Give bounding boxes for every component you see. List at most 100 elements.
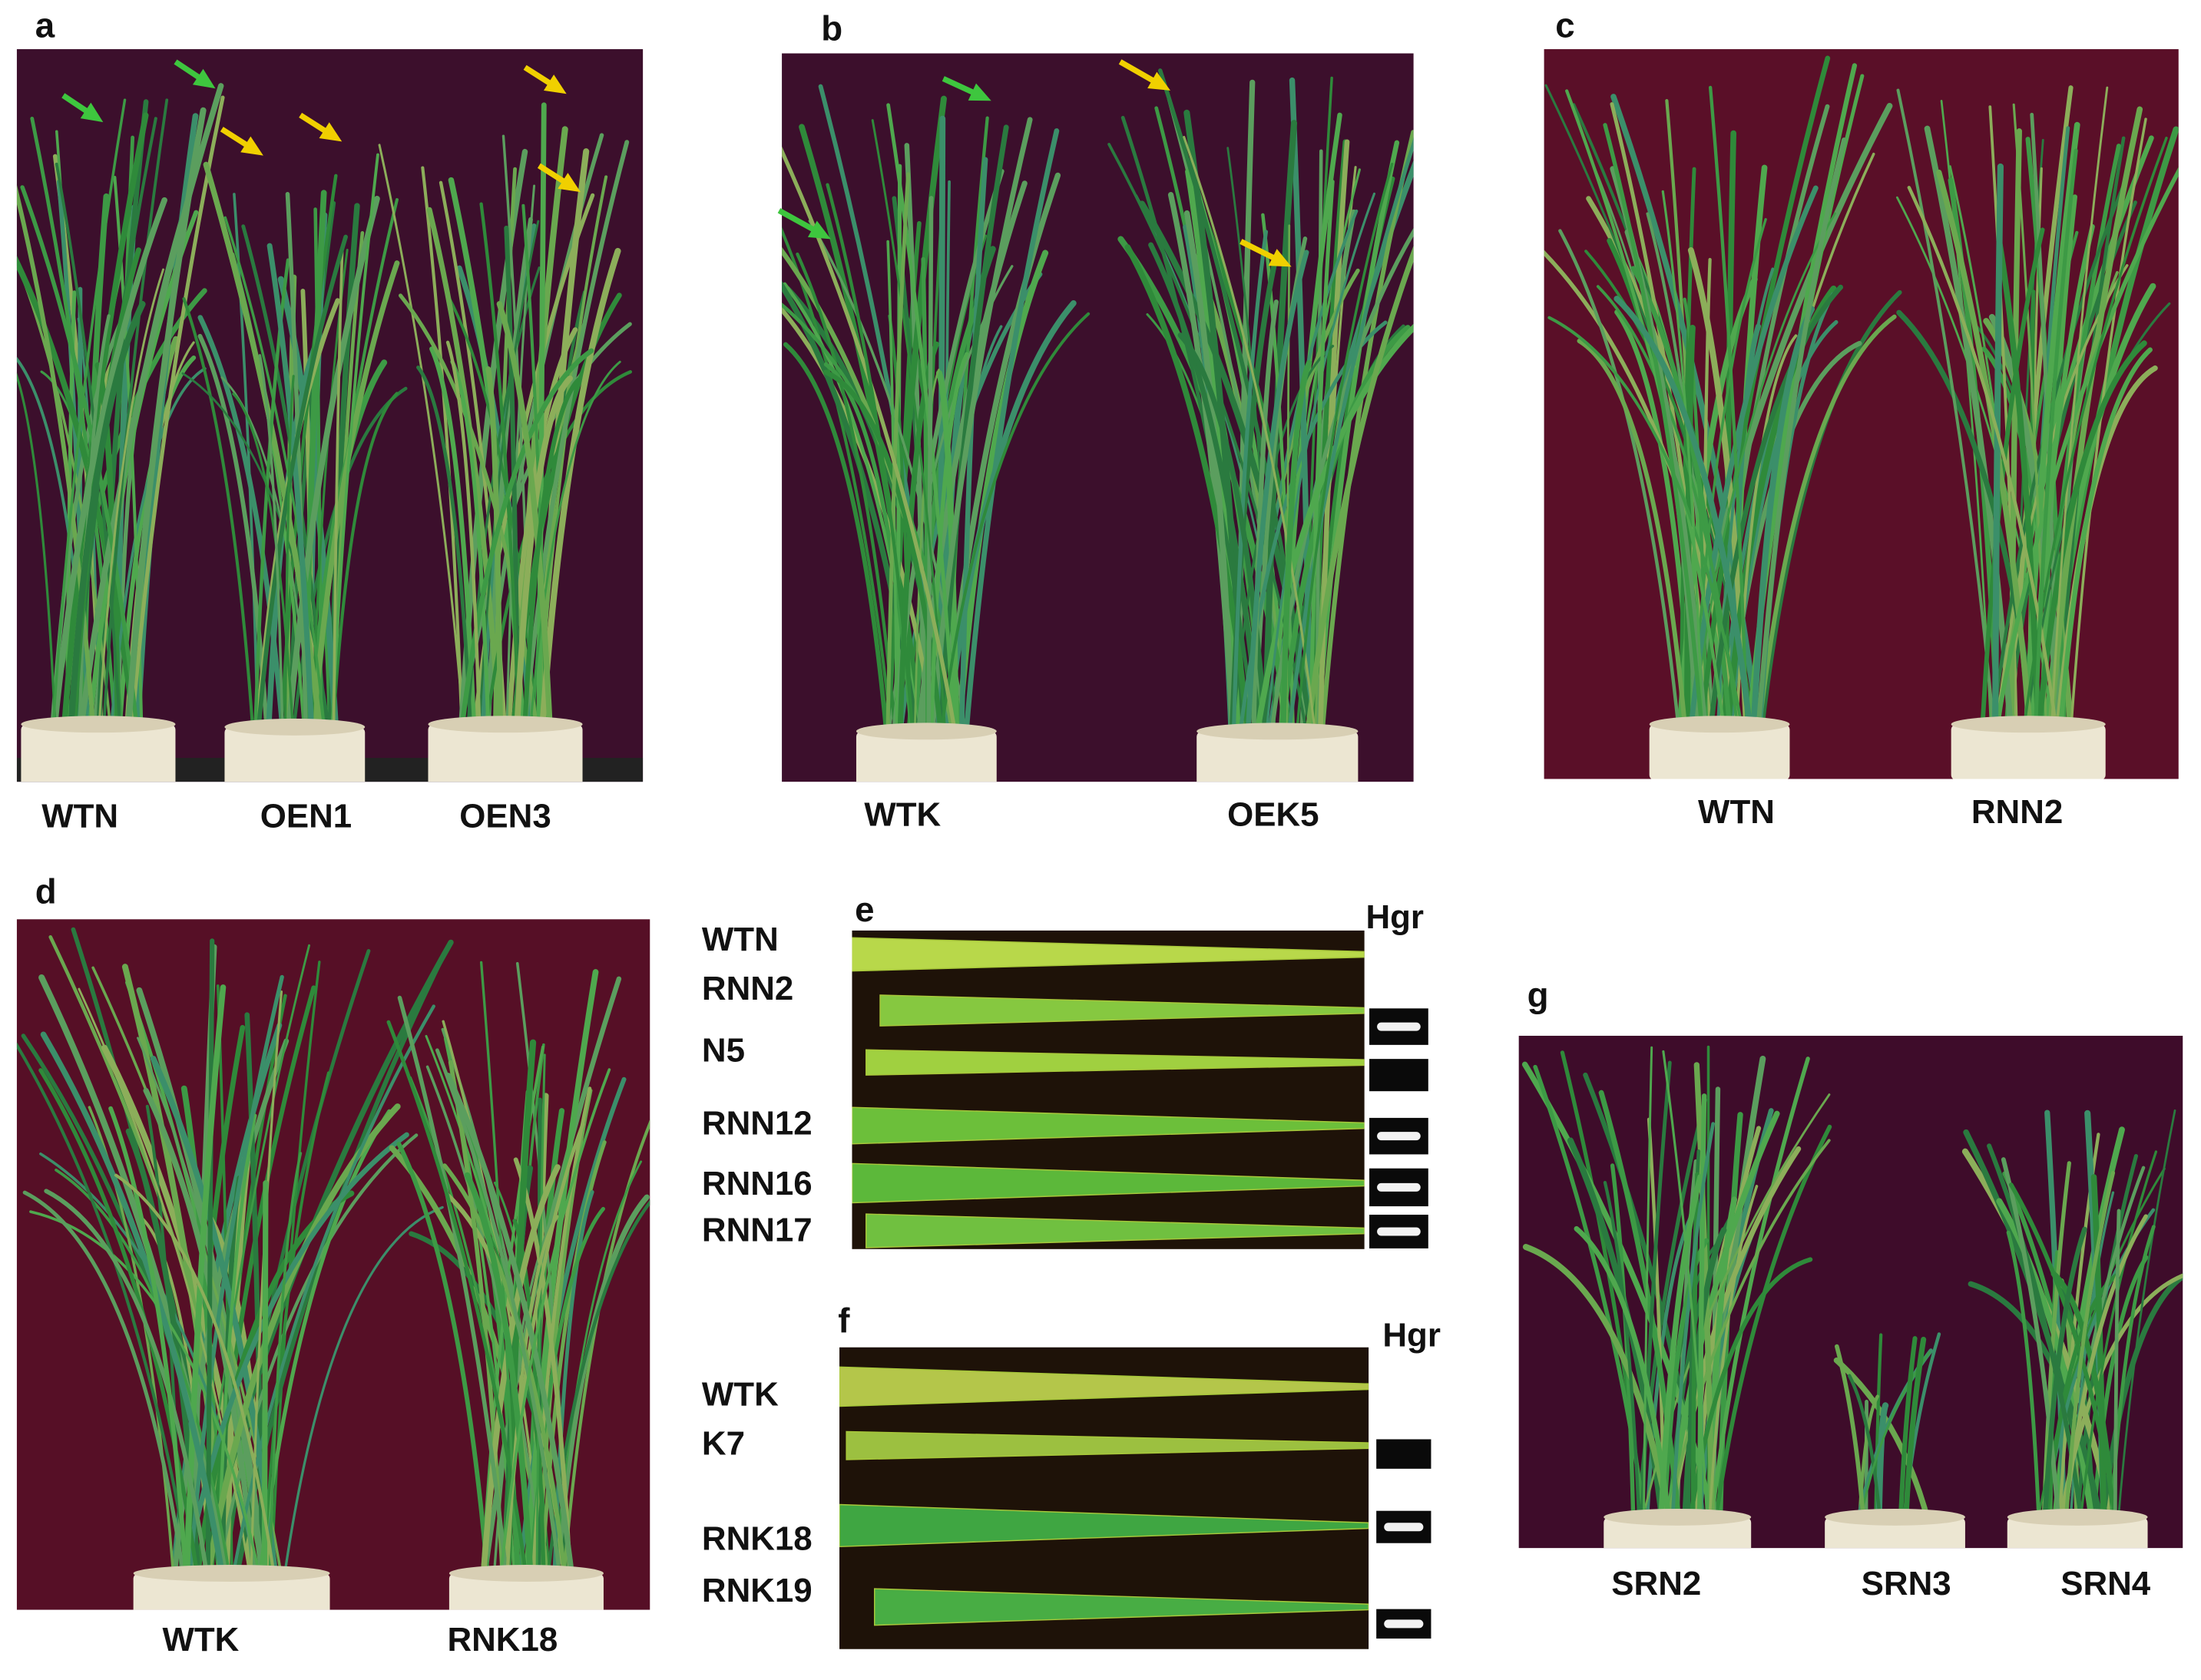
leaf-blade (2047, 106, 2143, 733)
leaf-blade (505, 184, 536, 732)
leaf-blade (1662, 1050, 1709, 1524)
leaf-blade (884, 95, 947, 740)
leaf-blade (332, 246, 344, 735)
leaf-blade (1696, 1093, 1707, 1526)
panel-label: f (838, 1301, 850, 1341)
leaf-blade (1756, 137, 1847, 733)
leaf-blade (51, 98, 127, 732)
photo-content (16, 927, 650, 1610)
leaf-blade (1708, 85, 1749, 732)
leaf-blade (1994, 167, 2179, 733)
gel-band (1377, 1227, 1421, 1236)
pot-rim (1951, 716, 2106, 733)
leaf-blade (928, 117, 1033, 740)
leaf-blade (96, 99, 149, 733)
caption: OEN3 (459, 797, 551, 835)
leaf (839, 1503, 1369, 1548)
leaf-blade (1756, 314, 1897, 733)
leaf (879, 994, 1365, 1027)
leaf-blade (1577, 339, 1688, 733)
leaf-blade (396, 1141, 491, 1582)
leaf-blade (435, 1048, 562, 1581)
leaf-blade (938, 312, 1091, 739)
pot (1649, 724, 1790, 779)
leaf-blade (130, 95, 225, 733)
leaf-blade (522, 377, 581, 733)
leaf-blade (216, 1113, 257, 1581)
pot (133, 1573, 330, 1610)
gel-band (1384, 1523, 1424, 1532)
leaf-blade (261, 1180, 269, 1582)
leaf-blade (1691, 212, 1836, 731)
arrow-head (558, 173, 581, 193)
leaf-blade (1670, 1122, 1716, 1525)
row-label: RNN12 (702, 1105, 813, 1143)
panel-label: c (1555, 6, 1574, 45)
pot-rim (1604, 1508, 1752, 1526)
leaf-blade (1698, 55, 1831, 733)
leaf-blade (1231, 230, 1269, 739)
pot-rim (1825, 1508, 1965, 1526)
arrow-head (192, 68, 216, 89)
column-header: Hgr (1365, 898, 1424, 936)
leaf-blade (445, 340, 482, 732)
photo-content (16, 83, 644, 782)
leaf-blade (101, 98, 169, 732)
gel-band (1377, 1022, 1421, 1031)
row-label: RNN17 (702, 1211, 813, 1248)
leaf-blade (1308, 180, 1335, 739)
leaf-blade (230, 1004, 435, 1581)
arrow-head (1268, 249, 1292, 267)
leaf-blade (1522, 1244, 1673, 1526)
leaf-blade (2117, 1109, 2176, 1524)
caption: WTN (1698, 793, 1775, 831)
leaf-blade (2001, 1157, 2061, 1526)
leaf (873, 1588, 1369, 1626)
caption: WTK (864, 795, 941, 833)
leaf-blade (464, 1172, 534, 1582)
leaf-blade (124, 107, 207, 733)
pot-rim (2007, 1508, 2148, 1526)
panel-label: d (35, 871, 57, 911)
photo (782, 53, 1414, 782)
leaf-blade (826, 183, 915, 739)
pot-rim (1196, 723, 1359, 740)
pot-rim (448, 1565, 604, 1582)
leaf-blade (378, 144, 465, 732)
photo (16, 919, 650, 1610)
leaf-blade (450, 359, 491, 733)
leaf-blade (223, 216, 326, 734)
leaf-blade (1264, 192, 1376, 739)
column-header: Hgr (1382, 1317, 1441, 1354)
leaf-blade (1521, 1061, 1717, 1526)
leaf-blade (926, 196, 934, 739)
leaf-blade (330, 153, 379, 735)
leaf-blade (2009, 85, 2074, 733)
caption: OEK5 (1227, 795, 1319, 833)
leaf-blade (963, 128, 1060, 740)
leaf (852, 1162, 1365, 1204)
leaf-blade (1547, 316, 1744, 732)
leaf-blade (44, 1189, 210, 1582)
leaf-blade (2041, 1161, 2071, 1525)
leaf-blade (521, 140, 630, 733)
leaf-blade (98, 268, 164, 731)
leaf-blade (421, 166, 464, 732)
row-label: WTN (702, 921, 779, 958)
row-label: K7 (702, 1424, 745, 1462)
leaf-blade (1835, 1344, 1866, 1526)
caption: RNN2 (1971, 793, 2063, 831)
arrow-head (543, 74, 567, 94)
pot-rim (856, 723, 997, 740)
leaf-blade (1902, 1336, 1927, 1526)
leaf-blade (2064, 1170, 2116, 1525)
leaf-blade (783, 342, 889, 739)
leaf-blade (885, 172, 911, 739)
photo (1518, 1035, 2183, 1549)
leaf (866, 1213, 1365, 1248)
gel (1368, 1057, 1430, 1093)
leaf (846, 1430, 1369, 1460)
leaf-blade (65, 290, 77, 733)
pot (448, 1573, 604, 1610)
